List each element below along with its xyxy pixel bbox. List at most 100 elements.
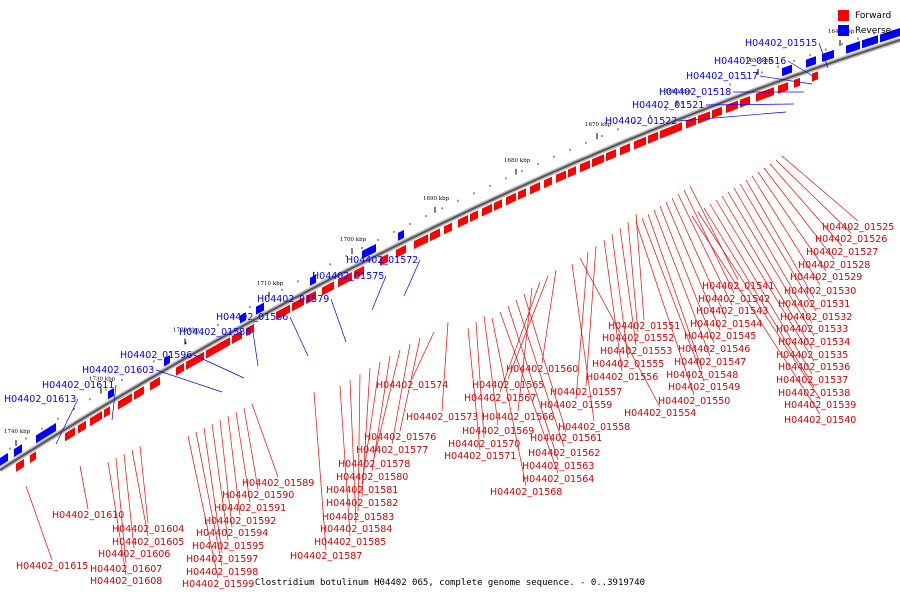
reverse-gene-label: H04402_01579 <box>257 294 329 305</box>
gene-arrow <box>592 154 604 168</box>
forward-gene-label: H04402_01540 <box>784 415 856 426</box>
gene-arrow <box>134 386 144 400</box>
gene-arrow <box>14 444 22 458</box>
reverse-leader <box>759 75 813 85</box>
forward-leader <box>373 349 401 459</box>
reverse-gene-label: H04402_01596 <box>120 350 192 361</box>
forward-gene-label: H04402_01605 <box>112 537 184 548</box>
forward-gene-label: H04402_01568 <box>490 487 562 498</box>
tick-label: 1720 kbp <box>173 327 200 333</box>
gene-arrow <box>880 29 894 43</box>
genome-caption: Clostridium botulinum H04402 065, comple… <box>254 578 646 588</box>
gene-arrow <box>620 143 630 156</box>
forward-leader <box>653 209 711 357</box>
gene-arrow <box>518 188 526 200</box>
reverse-leader <box>55 398 79 445</box>
reverse-gene-label: H04402_01603 <box>82 365 154 376</box>
forward-leader <box>107 461 127 576</box>
forward-leader <box>611 233 629 359</box>
tick-label: 1730 kbp <box>89 377 116 383</box>
reverse-leader <box>787 60 817 79</box>
reverse-gene-label: H04402_01522 <box>605 116 677 127</box>
gene-arrow <box>240 312 246 324</box>
forward-leader <box>709 203 813 375</box>
gene-arrow <box>306 290 316 304</box>
forward-gene-label: H04402_01585 <box>314 537 386 548</box>
gene-arrow <box>30 451 36 464</box>
forward-gene-label: H04402_01527 <box>806 247 878 258</box>
forward-gene-label: H04402_01592 <box>204 516 276 527</box>
forward-leader <box>411 331 435 380</box>
forward-leader <box>517 287 533 412</box>
forward-gene-label: H04402_01584 <box>320 524 392 535</box>
forward-gene-label: H04402_01550 <box>658 396 730 407</box>
forward-gene-label: H04402_01578 <box>338 459 410 470</box>
forward-gene-label: H04402_01545 <box>684 331 756 342</box>
forward-gene-label: H04402_01553 <box>600 346 672 357</box>
forward-leader <box>541 269 557 364</box>
forward-gene-label: H04402_01536 <box>778 362 850 373</box>
gene-arrow <box>396 244 406 258</box>
legend-reverse: Reverse <box>838 23 898 38</box>
gene-arrow <box>756 87 774 102</box>
reverse-leader <box>289 316 309 357</box>
forward-gene-label: H04402_01569 <box>462 426 534 437</box>
forward-gene-label: H04402_01557 <box>550 387 622 398</box>
forward-leader <box>131 449 149 537</box>
forward-leader <box>733 187 813 324</box>
forward-gene-label: H04402_01561 <box>530 433 602 444</box>
gene-arrow <box>430 228 440 242</box>
forward-leader <box>251 403 279 478</box>
tick-label: 1700 kbp <box>340 237 367 243</box>
forward-leader <box>715 199 815 362</box>
reverse-leader <box>371 275 387 311</box>
forward-gene-label: H04402_01554 <box>624 408 696 419</box>
forward-leader <box>227 415 241 516</box>
tick-label: 1650 kbp <box>746 58 773 64</box>
forward-gene-label: H04402_01555 <box>592 359 664 370</box>
forward-leader <box>763 167 835 260</box>
reverse-leader <box>818 42 829 69</box>
gene-arrow <box>672 122 682 135</box>
gene-arrow <box>530 182 540 195</box>
gene-arrow <box>0 452 8 466</box>
forward-gene-label: H04402_01598 <box>186 567 258 578</box>
forward-leader <box>523 293 567 433</box>
reverse-gene-label: H04402_01613 <box>4 394 76 405</box>
gene-arrow <box>246 323 254 337</box>
forward-leader <box>703 207 815 388</box>
gene-arrow <box>634 136 646 150</box>
forward-leader <box>603 239 623 372</box>
reverse-gene-label: H04402_01611 <box>42 380 114 391</box>
forward-swatch <box>838 10 849 21</box>
forward-leader <box>79 465 89 510</box>
gene-arrow <box>322 281 334 296</box>
tick-label: 1710 kbp <box>257 281 284 287</box>
forward-leader <box>775 159 852 234</box>
reverse-leader <box>111 384 117 421</box>
forward-gene-label: H04402_01589 <box>242 478 314 489</box>
reverse-leader <box>403 259 421 297</box>
forward-leader <box>635 221 695 396</box>
gene-arrow <box>65 427 75 442</box>
forward-gene-label: H04402_01562 <box>528 448 600 459</box>
gene-arrow <box>256 302 264 315</box>
forward-leader <box>391 343 411 445</box>
gene-arrow <box>164 355 170 367</box>
forward-gene-label: H04402_01528 <box>798 260 870 271</box>
gene-arrow <box>36 423 56 444</box>
forward-leader <box>467 327 481 451</box>
forward-gene-label: H04402_01583 <box>322 512 394 523</box>
reverse-leader <box>678 111 787 122</box>
forward-leader <box>203 427 223 554</box>
forward-gene-label: H04402_01538 <box>778 388 850 399</box>
gene-arrow <box>90 411 102 427</box>
forward-gene-label: H04402_01560 <box>506 364 578 375</box>
forward-gene-label: H04402_01552 <box>602 333 674 344</box>
gene-arrow <box>16 458 24 472</box>
forward-gene-label: H04402_01556 <box>586 372 658 383</box>
gene-arrow <box>862 35 878 49</box>
forward-leader <box>499 281 541 393</box>
forward-leader <box>339 385 351 537</box>
